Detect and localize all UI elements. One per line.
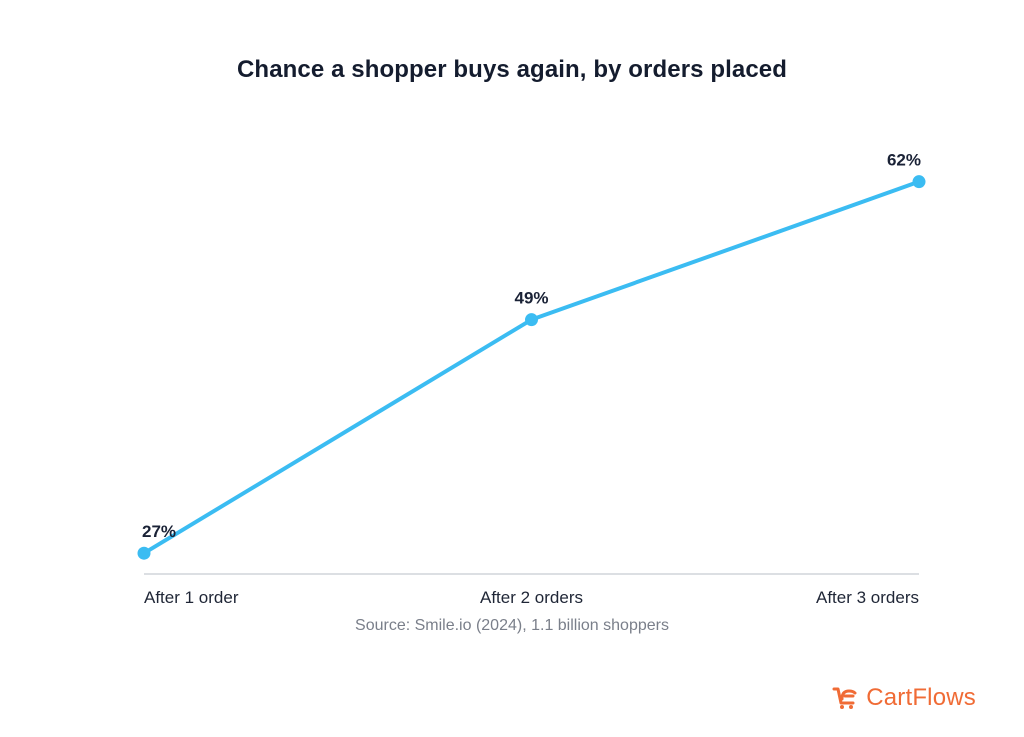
- x-tick-label: After 3 orders: [816, 588, 919, 607]
- data-label: 62%: [887, 151, 921, 170]
- series-line: [142, 179, 921, 556]
- x-tick-label: After 1 order: [144, 588, 239, 607]
- data-point: [137, 546, 151, 560]
- data-point: [525, 313, 538, 327]
- x-tick-label: After 2 orders: [480, 588, 583, 607]
- data-points: [137, 175, 926, 560]
- data-label: 27%: [142, 522, 176, 541]
- chart-title: Chance a shopper buys again, by orders p…: [237, 56, 787, 83]
- cartflows-logo-icon: [832, 687, 857, 709]
- x-tick-labels: After 1 order After 2 orders After 3 order…: [144, 588, 919, 607]
- source-note: Source: Smile.io (2024), 1.1 billion sho…: [355, 617, 669, 634]
- brand-logo: CartFlows: [832, 684, 976, 712]
- brand-name: CartFlows: [866, 684, 976, 711]
- data-point: [912, 175, 926, 189]
- data-labels: 27% 49% 62%: [142, 151, 921, 542]
- data-label: 49%: [514, 289, 548, 308]
